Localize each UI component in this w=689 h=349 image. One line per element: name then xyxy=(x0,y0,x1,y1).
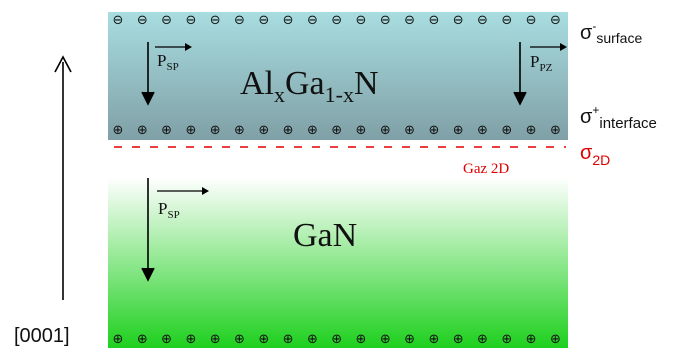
positive-charge-symbol: ⊕ xyxy=(428,332,439,347)
p-sp-top-label: PSP xyxy=(157,51,179,73)
negative-charge-symbol: ⊖ xyxy=(453,13,464,28)
sigma-2d-label: σ2D xyxy=(580,142,610,168)
positive-charge-symbol: ⊕ xyxy=(526,123,537,138)
positive-charge-symbol: ⊕ xyxy=(258,332,269,347)
p-sp-bottom-vector-bar xyxy=(157,187,209,195)
p-pz-top-arrow xyxy=(513,42,527,106)
positive-charge-symbol: ⊕ xyxy=(161,123,172,138)
sigma-surface-label: σ-surface xyxy=(580,19,642,46)
sigma-interface-label: σ+interface xyxy=(580,103,657,132)
gan-buffer-layer xyxy=(108,140,568,348)
positive-charge-symbol: ⊕ xyxy=(234,123,245,138)
positive-charge-symbol: ⊕ xyxy=(137,123,148,138)
p-sp-top-vector-bar xyxy=(155,43,192,51)
positive-charge-symbol: ⊕ xyxy=(113,332,124,347)
positive-charge-symbol: ⊕ xyxy=(477,332,488,347)
negative-charge-symbol: ⊖ xyxy=(161,13,172,28)
bottom-positive-charges: ⊕ ⊕ ⊕ ⊕ ⊕ ⊕ ⊕ ⊕ ⊕ ⊕ ⊕ ⊕ ⊕ ⊕ ⊕ ⊕ ⊕ ⊕ ⊕ xyxy=(113,332,561,347)
positive-charge-symbol: ⊕ xyxy=(380,123,391,138)
axis-0001-label: [0001] xyxy=(14,325,70,347)
negative-charge-symbol: ⊖ xyxy=(137,13,148,28)
negative-charge-symbol: ⊖ xyxy=(258,13,269,28)
positive-charge-symbol: ⊕ xyxy=(404,332,415,347)
interface-positive-charges: ⊕ ⊕ ⊕ ⊕ ⊕ ⊕ ⊕ ⊕ ⊕ ⊕ ⊕ ⊕ ⊕ ⊕ ⊕ ⊕ ⊕ ⊕ ⊕ xyxy=(113,123,561,138)
negative-charge-symbol: ⊖ xyxy=(185,13,196,28)
positive-charge-symbol: ⊕ xyxy=(283,123,294,138)
positive-charge-symbol: ⊕ xyxy=(137,332,148,347)
negative-charge-symbol: ⊖ xyxy=(380,13,391,28)
positive-charge-symbol: ⊕ xyxy=(307,332,318,347)
positive-charge-symbol: ⊕ xyxy=(501,332,512,347)
positive-charge-symbol: ⊕ xyxy=(210,332,221,347)
positive-charge-symbol: ⊕ xyxy=(185,332,196,347)
algan-label: AlxGa1-xN xyxy=(240,65,379,107)
positive-charge-symbol: ⊕ xyxy=(185,123,196,138)
positive-charge-symbol: ⊕ xyxy=(501,123,512,138)
negative-charge-symbol: ⊖ xyxy=(283,13,294,28)
positive-charge-symbol: ⊕ xyxy=(258,123,269,138)
positive-charge-symbol: ⊕ xyxy=(477,123,488,138)
negative-charge-symbol: ⊖ xyxy=(477,13,488,28)
positive-charge-symbol: ⊕ xyxy=(356,332,367,347)
negative-charge-symbol: ⊖ xyxy=(501,13,512,28)
positive-charge-symbol: ⊕ xyxy=(404,123,415,138)
gan-label: GaN xyxy=(293,217,357,254)
surface-negative-charges: ⊖ ⊖ ⊖ ⊖ ⊖ ⊖ ⊖ ⊖ ⊖ ⊖ ⊖ ⊖ ⊖ ⊖ ⊖ ⊖ ⊖ ⊖ ⊖ xyxy=(113,13,561,28)
gaz-2d-label: Gaz 2D xyxy=(463,161,509,177)
negative-charge-symbol: ⊖ xyxy=(234,13,245,28)
growth-direction-arrow xyxy=(54,55,72,300)
negative-charge-symbol: ⊖ xyxy=(331,13,342,28)
positive-charge-symbol: ⊕ xyxy=(113,123,124,138)
p-pz-top-vector-bar xyxy=(530,43,567,51)
positive-charge-symbol: ⊕ xyxy=(161,332,172,347)
positive-charge-symbol: ⊕ xyxy=(356,123,367,138)
p-sp-bottom-arrow xyxy=(141,178,155,282)
p-sp-top-arrow xyxy=(141,42,155,106)
negative-charge-symbol: ⊖ xyxy=(404,13,415,28)
positive-charge-symbol: ⊕ xyxy=(428,123,439,138)
p-pz-top-label: PPZ xyxy=(530,52,553,74)
algan-barrier-layer xyxy=(108,12,568,140)
negative-charge-symbol: ⊖ xyxy=(210,13,221,28)
positive-charge-symbol: ⊕ xyxy=(331,123,342,138)
negative-charge-symbol: ⊖ xyxy=(356,13,367,28)
negative-charge-symbol: ⊖ xyxy=(550,13,561,28)
positive-charge-symbol: ⊕ xyxy=(283,332,294,347)
positive-charge-symbol: ⊕ xyxy=(331,332,342,347)
positive-charge-symbol: ⊕ xyxy=(210,123,221,138)
positive-charge-symbol: ⊕ xyxy=(307,123,318,138)
negative-charge-symbol: ⊖ xyxy=(526,13,537,28)
p-sp-bottom-label: PSP xyxy=(158,199,180,221)
positive-charge-symbol: ⊕ xyxy=(453,123,464,138)
positive-charge-symbol: ⊕ xyxy=(380,332,391,347)
negative-charge-symbol: ⊖ xyxy=(307,13,318,28)
positive-charge-symbol: ⊕ xyxy=(453,332,464,347)
negative-charge-symbol: ⊖ xyxy=(113,13,124,28)
positive-charge-symbol: ⊕ xyxy=(550,332,561,347)
positive-charge-symbol: ⊕ xyxy=(234,332,245,347)
positive-charge-symbol: ⊕ xyxy=(526,332,537,347)
negative-charge-symbol: ⊖ xyxy=(428,13,439,28)
positive-charge-symbol: ⊕ xyxy=(550,123,561,138)
